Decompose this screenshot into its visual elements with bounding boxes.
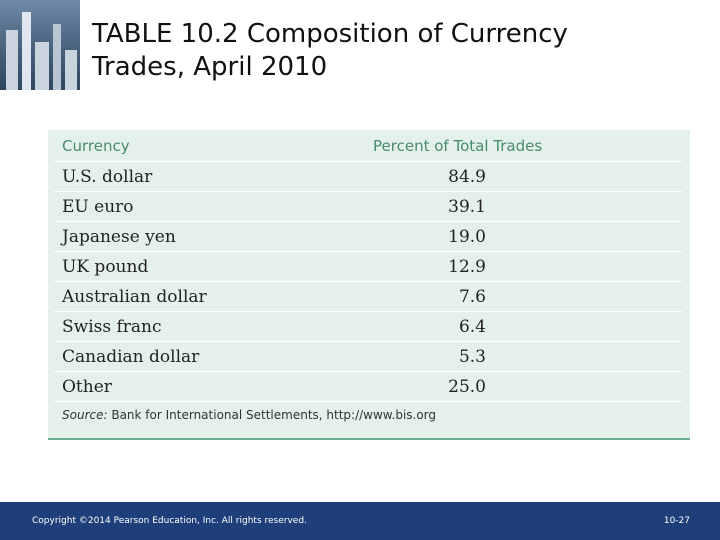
slide-title-line2: Trades, April 2010 bbox=[92, 52, 328, 82]
currency-cell: Australian dollar bbox=[54, 281, 300, 312]
table-row: Canadian dollar 5.3 bbox=[54, 341, 682, 372]
percent-cell: 5.3 bbox=[299, 341, 682, 372]
percent-cell: 12.9 bbox=[299, 251, 682, 282]
slide-title: TABLE 10.2 Composition of Currency Trade… bbox=[92, 18, 702, 84]
copyright-text: Copyright ©2014 Pearson Education, Inc. … bbox=[32, 516, 307, 526]
currency-table: Currency Percent of Total Trades U.S. do… bbox=[54, 130, 682, 402]
column-header-currency: Currency bbox=[54, 130, 300, 162]
currency-cell: Swiss franc bbox=[54, 311, 300, 342]
slide-title-line1: TABLE 10.2 Composition of Currency bbox=[92, 19, 568, 49]
table-row: Other 25.0 bbox=[54, 371, 682, 402]
currency-cell: Other bbox=[54, 371, 300, 402]
column-header-percent: Percent of Total Trades bbox=[299, 130, 682, 162]
table-row: Australian dollar 7.6 bbox=[54, 281, 682, 312]
currency-cell: UK pound bbox=[54, 251, 300, 282]
currency-cell: EU euro bbox=[54, 191, 300, 222]
percent-cell: 6.4 bbox=[299, 311, 682, 342]
source-text: Bank for International Settlements, http… bbox=[107, 408, 437, 422]
table-row: U.S. dollar 84.9 bbox=[54, 161, 682, 192]
table-row: Swiss franc 6.4 bbox=[54, 311, 682, 342]
percent-cell: 19.0 bbox=[299, 221, 682, 252]
percent-cell: 25.0 bbox=[299, 371, 682, 402]
currency-cell: Canadian dollar bbox=[54, 341, 300, 372]
footer-bar: Copyright ©2014 Pearson Education, Inc. … bbox=[0, 502, 720, 540]
percent-cell: 84.9 bbox=[299, 161, 682, 192]
table-row: Japanese yen 19.0 bbox=[54, 221, 682, 252]
table-header-row: Currency Percent of Total Trades bbox=[54, 130, 682, 162]
table-row: EU euro 39.1 bbox=[54, 191, 682, 222]
currency-table-panel: Currency Percent of Total Trades U.S. do… bbox=[48, 130, 690, 440]
table-source-note: Source: Bank for International Settlemen… bbox=[62, 408, 436, 422]
currency-cell: U.S. dollar bbox=[54, 161, 300, 192]
percent-cell: 39.1 bbox=[299, 191, 682, 222]
source-label: Source: bbox=[62, 408, 108, 422]
page-number: 10-27 bbox=[663, 516, 690, 526]
table-row: UK pound 12.9 bbox=[54, 251, 682, 282]
header-photo bbox=[0, 0, 80, 90]
percent-cell: 7.6 bbox=[299, 281, 682, 312]
currency-cell: Japanese yen bbox=[54, 221, 300, 252]
